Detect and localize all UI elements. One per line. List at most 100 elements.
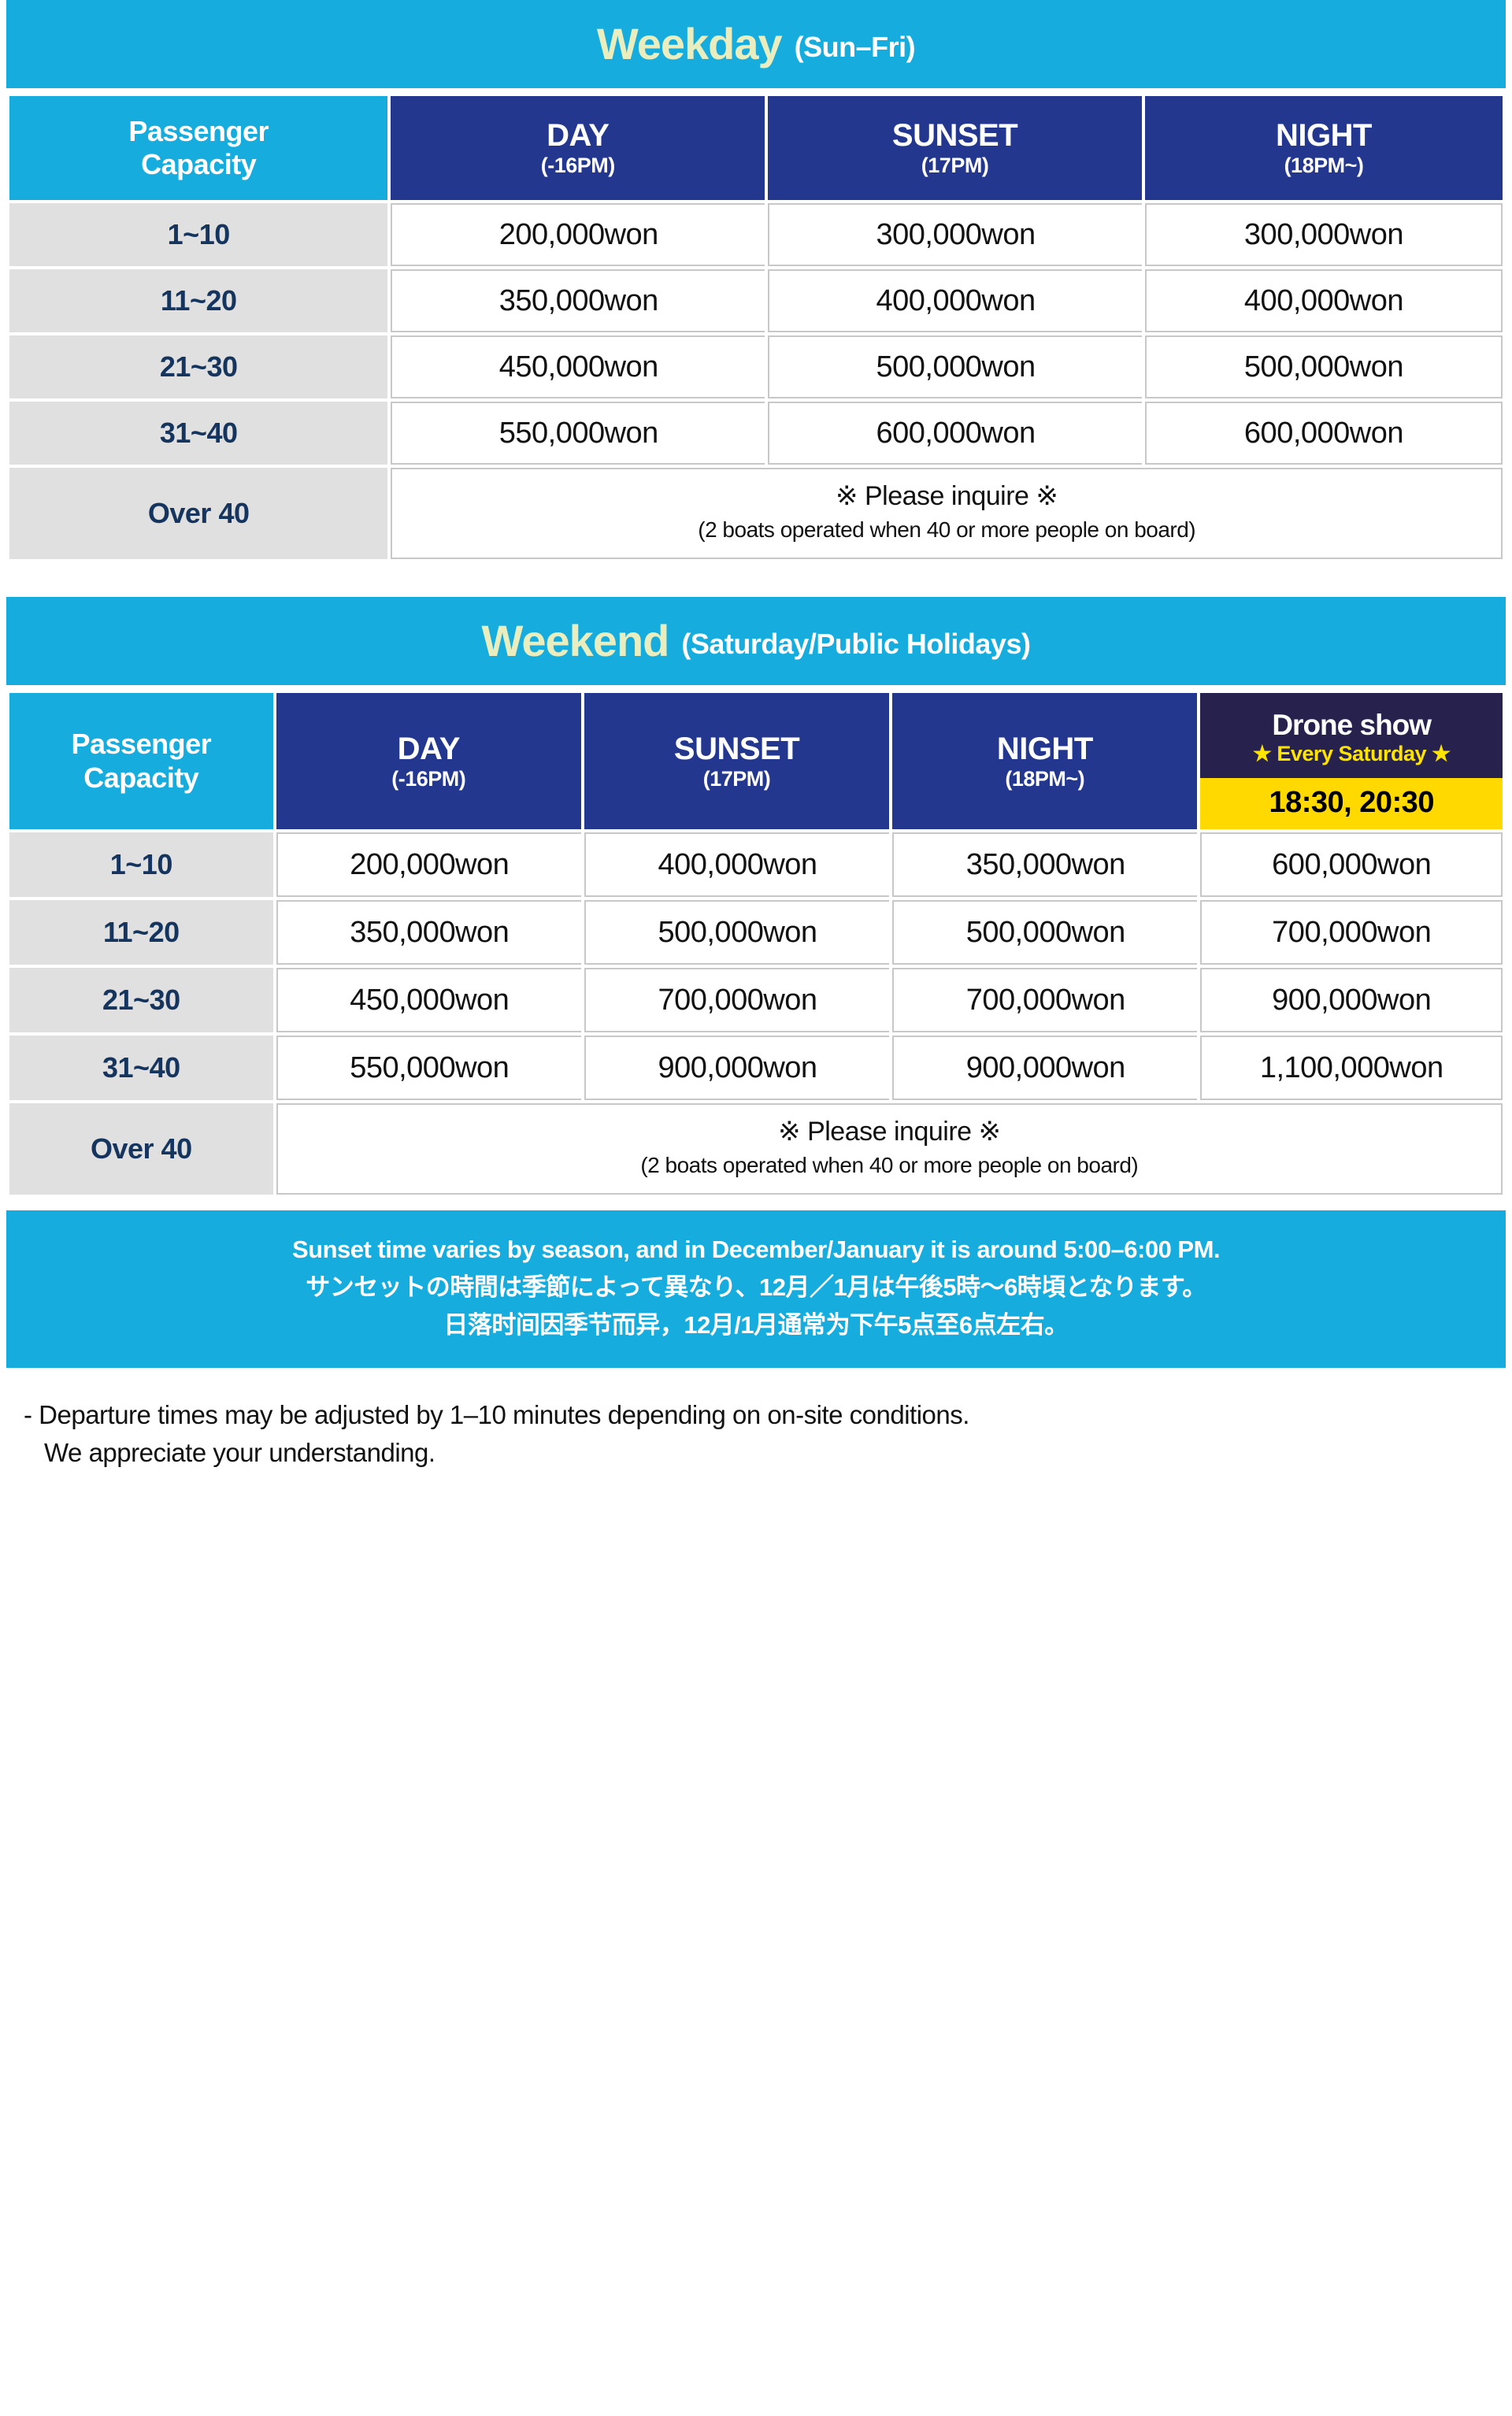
row-capacity: 31~40 [9,402,388,465]
row-capacity: Over 40 [9,1103,273,1195]
cell-sunset-price: 400,000won [584,832,890,898]
row-capacity: 11~20 [9,269,388,332]
cell-day-price: 450,000won [276,968,581,1033]
row-capacity: Over 40 [9,468,388,559]
inquiry-note: ※ Please inquire ※ (2 boats operated whe… [391,468,1503,559]
inquiry-note-sub: (2 boats operated when 40 or more people… [698,517,1196,542]
cell-day-price: 200,000won [391,203,765,266]
cell-night-price: 500,000won [892,900,1198,965]
row-capacity: 1~10 [9,832,273,898]
cell-drone-price: 600,000won [1200,832,1503,898]
table-row: 1~10 200,000won 300,000won 300,000won [9,203,1503,266]
table-row-over40: Over 40 ※ Please inquire ※ (2 boats oper… [9,468,1503,559]
cell-night-price: 300,000won [1144,203,1503,266]
inquiry-note-main: ※ Please inquire ※ [836,481,1058,511]
table-row-over40: Over 40 ※ Please inquire ※ (2 boats oper… [9,1103,1503,1195]
sunset-label: SUNSET [673,731,800,766]
drone-show-header-top: Drone show ★ Every Saturday ★ [1200,692,1503,779]
day-time: (-16PM) [540,154,616,178]
section-spacer [6,562,1506,597]
capacity-label-line1: Passenger [71,728,212,761]
weekday-price-table: Passenger Capacity DAY (-16PM) SUNSET (1… [6,93,1506,562]
table-row: 21~30 450,000won 700,000won 700,000won 9… [9,968,1503,1033]
notice-english: Sunset time varies by season, and in Dec… [291,1236,1221,1264]
departure-footnote: - Departure times may be adjusted by 1–1… [6,1368,1506,1495]
weekday-header-row: Passenger Capacity DAY (-16PM) SUNSET (1… [9,96,1503,200]
notice-chinese: 日落时间因季节而异，12月/1月通常为下午5点至6点左右。 [443,1311,1069,1340]
cell-night-price: 900,000won [892,1036,1198,1101]
row-capacity: 1~10 [9,203,388,266]
capacity-label-line2: Capacity [141,148,257,180]
day-label: DAY [547,118,610,154]
day-time: (-16PM) [391,766,466,791]
table-row: 11~20 350,000won 400,000won 400,000won [9,269,1503,332]
capacity-label-line1: Passenger [128,114,269,147]
weekend-header-capacity: Passenger Capacity [9,692,273,830]
cell-day-price: 350,000won [276,900,581,965]
row-capacity: 31~40 [9,1036,273,1101]
weekday-header-day: DAY (-16PM) [391,96,765,200]
cell-sunset-price: 900,000won [584,1036,890,1101]
night-label: NIGHT [1276,118,1372,154]
weekday-header-capacity: Passenger Capacity [9,96,388,200]
notice-japanese: サンセットの時間は季節によって異なり、12月／1月は午後5時〜6時頃となります。 [306,1273,1206,1302]
row-capacity: 21~30 [9,335,388,398]
table-row: 11~20 350,000won 500,000won 500,000won 7… [9,900,1503,965]
sunset-notice-banner: Sunset time varies by season, and in Dec… [6,1210,1506,1369]
sunset-time: (17PM) [921,154,989,178]
cell-day-price: 550,000won [276,1036,581,1101]
cell-sunset-price: 500,000won [584,900,890,965]
weekday-header-sunset: SUNSET (17PM) [768,96,1142,200]
night-time: (18PM~) [1005,766,1085,791]
inquiry-note: ※ Please inquire ※ (2 boats operated whe… [276,1103,1503,1195]
cell-sunset-price: 300,000won [768,203,1142,266]
cell-drone-price: 900,000won [1200,968,1503,1033]
weekday-header-night: NIGHT (18PM~) [1144,96,1503,200]
sunset-label: SUNSET [891,118,1018,154]
drone-show-times: 18:30, 20:30 [1200,778,1503,830]
inquiry-note-main: ※ Please inquire ※ [778,1117,1001,1147]
weekend-header-night: NIGHT (18PM~) [892,692,1198,830]
weekday-banner-subtitle: (Sun–Fri) [794,31,916,63]
table-row: 31~40 550,000won 600,000won 600,000won [9,402,1503,465]
table-row: 1~10 200,000won 400,000won 350,000won 60… [9,832,1503,898]
weekend-banner-subtitle: (Saturday/Public Holidays) [681,627,1031,660]
weekday-banner: Weekday (Sun–Fri) [6,0,1506,88]
inquiry-note-sub: (2 boats operated when 40 or more people… [640,1153,1139,1178]
table-row: 31~40 550,000won 900,000won 900,000won 1… [9,1036,1503,1101]
weekend-banner-title: Weekend [481,615,670,665]
cell-sunset-price: 600,000won [768,402,1142,465]
cell-sunset-price: 500,000won [768,335,1142,398]
table-row: 21~30 450,000won 500,000won 500,000won [9,335,1503,398]
cell-day-price: 350,000won [391,269,765,332]
cell-sunset-price: 700,000won [584,968,890,1033]
cell-night-price: 350,000won [892,832,1198,898]
weekend-banner: Weekend (Saturday/Public Holidays) [6,596,1506,685]
drone-show-title: Drone show [1272,708,1432,741]
sunset-time: (17PM) [702,766,771,791]
footnote-line-1: - Departure times may be adjusted by 1–1… [24,1400,969,1430]
drone-show-frequency: ★ Every Saturday ★ [1252,741,1451,765]
cell-day-price: 550,000won [391,402,765,465]
cell-night-price: 700,000won [892,968,1198,1033]
cell-sunset-price: 400,000won [768,269,1142,332]
cell-drone-price: 700,000won [1200,900,1503,965]
weekend-header-drone-show: Drone show ★ Every Saturday ★ 18:30, 20:… [1200,692,1503,830]
cell-drone-price: 1,100,000won [1200,1036,1503,1101]
cell-night-price: 500,000won [1144,335,1503,398]
weekend-header-sunset: SUNSET (17PM) [584,692,890,830]
row-capacity: 11~20 [9,900,273,965]
footnote-line-2: We appreciate your understanding. [44,1438,435,1468]
weekend-header-row: Passenger Capacity DAY (-16PM) SUNSET (1… [9,692,1503,830]
weekend-price-table: Passenger Capacity DAY (-16PM) SUNSET (1… [6,690,1506,1198]
night-time: (18PM~) [1284,154,1364,178]
cell-day-price: 450,000won [391,335,765,398]
row-capacity: 21~30 [9,968,273,1033]
day-label: DAY [397,731,461,766]
capacity-label-line2: Capacity [83,761,199,794]
night-label: NIGHT [996,731,1093,766]
weekend-header-day: DAY (-16PM) [276,692,581,830]
cell-night-price: 400,000won [1144,269,1503,332]
weekday-banner-title: Weekday [596,19,783,69]
cell-day-price: 200,000won [276,832,581,898]
